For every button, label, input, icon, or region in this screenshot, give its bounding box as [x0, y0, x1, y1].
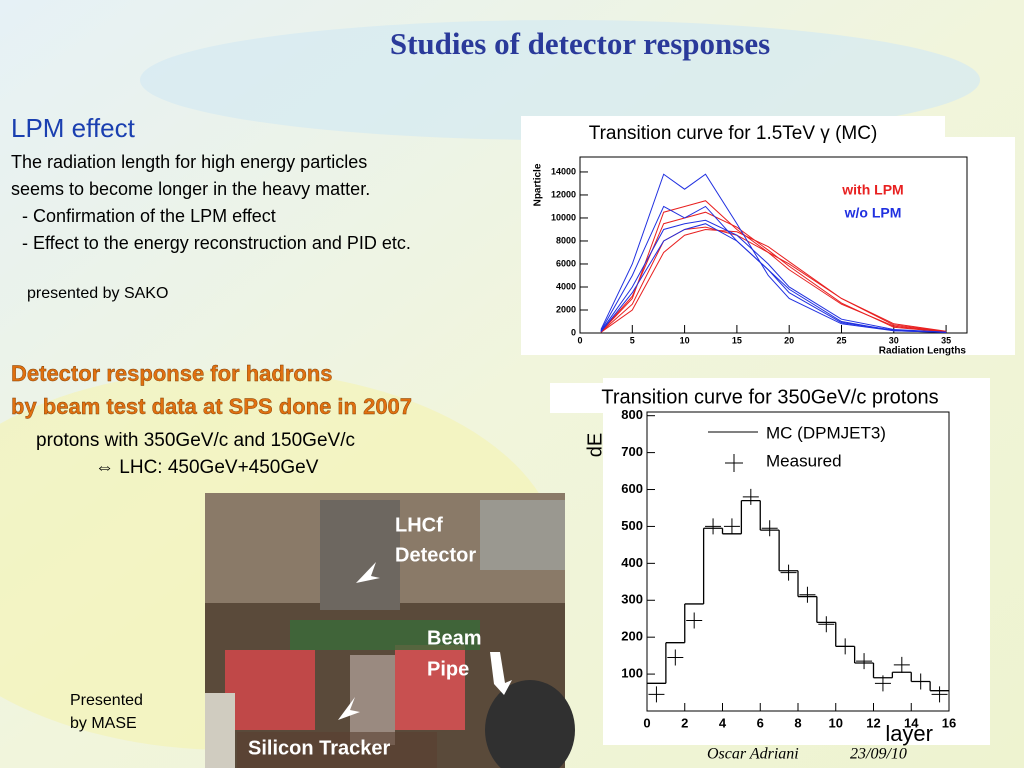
axis-label: layer — [885, 721, 933, 746]
y-tick-label: 600 — [621, 481, 643, 496]
x-tick-label: 10 — [680, 335, 690, 345]
x-tick-label: 14 — [904, 715, 919, 730]
axis-label: dE — [584, 433, 606, 457]
y-tick-label: 8000 — [556, 235, 576, 245]
x-tick-label: 5 — [630, 335, 635, 345]
marker — [742, 488, 759, 505]
heading: by beam test data at SPS done in 2007 — [11, 394, 412, 419]
y-tick-label: 300 — [621, 592, 643, 607]
x-tick-label: 2 — [681, 715, 688, 730]
text: - Effect to the energy reconstruction an… — [22, 233, 411, 253]
marker — [837, 638, 854, 655]
curve — [600, 219, 947, 333]
curve — [600, 173, 947, 333]
legend-label: with LPM — [841, 182, 903, 198]
x-tick-label: 15 — [732, 335, 742, 345]
chart-panel — [603, 378, 990, 745]
chart-title: Transition curve for 1.5TeV γ (MC) — [589, 123, 878, 144]
y-tick-label: 4000 — [556, 281, 576, 291]
text: The radiation length for high energy par… — [11, 152, 367, 172]
y-tick-label: 2000 — [556, 304, 576, 314]
marker — [912, 673, 929, 690]
photo — [205, 493, 575, 768]
y-tick-label: 0 — [571, 327, 576, 337]
marker — [874, 675, 891, 692]
x-tick-label: 25 — [836, 335, 846, 345]
chart-title: Transition curve for 350GeV/c protons — [601, 386, 938, 408]
marker — [931, 686, 948, 703]
text: protons with 350GeV/c and 150GeV/c — [36, 430, 355, 451]
slide-title: Studies of detector responses — [390, 26, 770, 61]
legend-label: MC (DPMJET3) — [766, 423, 886, 442]
marker — [667, 649, 684, 666]
photo-label: Silicon Tracker — [248, 737, 391, 759]
axis-label: Radiation Lengths — [879, 346, 967, 357]
text: by MASE — [70, 715, 137, 732]
background-shape — [140, 20, 980, 140]
footer-author: Oscar Adriani — [707, 746, 799, 763]
curve — [600, 223, 947, 333]
text: presented by SAKO — [27, 285, 168, 302]
axis-label: Nparticle — [533, 163, 544, 206]
y-tick-label: 10000 — [551, 212, 576, 222]
x-tick-label: 10 — [829, 715, 843, 730]
footer-date: 23/09/10 — [850, 746, 907, 763]
photo-label: Beam — [427, 627, 481, 649]
y-tick-label: 200 — [621, 629, 643, 644]
text: ⇔ LHC: 450GeV+450GeV — [95, 457, 319, 478]
marker — [818, 616, 835, 633]
photo-label: LHCf — [395, 514, 443, 536]
y-tick-label: 12000 — [551, 189, 576, 199]
x-tick-label: 12 — [866, 715, 880, 730]
text: Presented — [70, 692, 143, 709]
title-panel — [521, 116, 945, 152]
y-tick-label: 400 — [621, 555, 643, 570]
x-tick-label: 35 — [941, 335, 951, 345]
x-tick-label: 16 — [942, 715, 956, 730]
marker — [799, 586, 816, 603]
marker — [761, 520, 778, 537]
plot-frame — [579, 156, 968, 334]
title-panel — [550, 383, 990, 413]
y-tick-label: 100 — [621, 666, 643, 681]
marker — [780, 564, 797, 581]
text: seems to become longer in the heavy matt… — [11, 179, 370, 199]
photo-label: Detector — [395, 544, 476, 566]
x-tick-label: 8 — [794, 715, 801, 730]
legend-marker — [725, 454, 743, 472]
marker — [893, 656, 910, 673]
marker — [686, 612, 703, 629]
marker — [856, 653, 873, 670]
y-tick-label: 6000 — [556, 258, 576, 268]
marker — [648, 686, 665, 703]
y-tick-label: 14000 — [551, 166, 576, 176]
y-tick-label: 700 — [621, 444, 643, 459]
heading: LPM effect — [11, 113, 136, 143]
x-tick-label: 30 — [889, 335, 899, 345]
y-tick-label: 500 — [621, 518, 643, 533]
x-tick-label: 0 — [577, 335, 582, 345]
marker — [705, 518, 722, 535]
chart-panel — [521, 137, 1015, 355]
y-tick-label: 800 — [621, 407, 643, 422]
legend-label: Measured — [766, 451, 842, 470]
heading: Detector response for hadrons — [11, 361, 333, 386]
marker — [723, 518, 740, 535]
x-tick-label: 4 — [719, 715, 727, 730]
x-tick-label: 6 — [757, 715, 764, 730]
legend-label: w/o LPM — [844, 205, 902, 221]
photo-label: Pipe — [427, 658, 469, 680]
text: - Confirmation of the LPM effect — [22, 206, 276, 226]
curve — [600, 228, 947, 333]
x-tick-label: 20 — [784, 335, 794, 345]
x-tick-label: 0 — [643, 715, 650, 730]
